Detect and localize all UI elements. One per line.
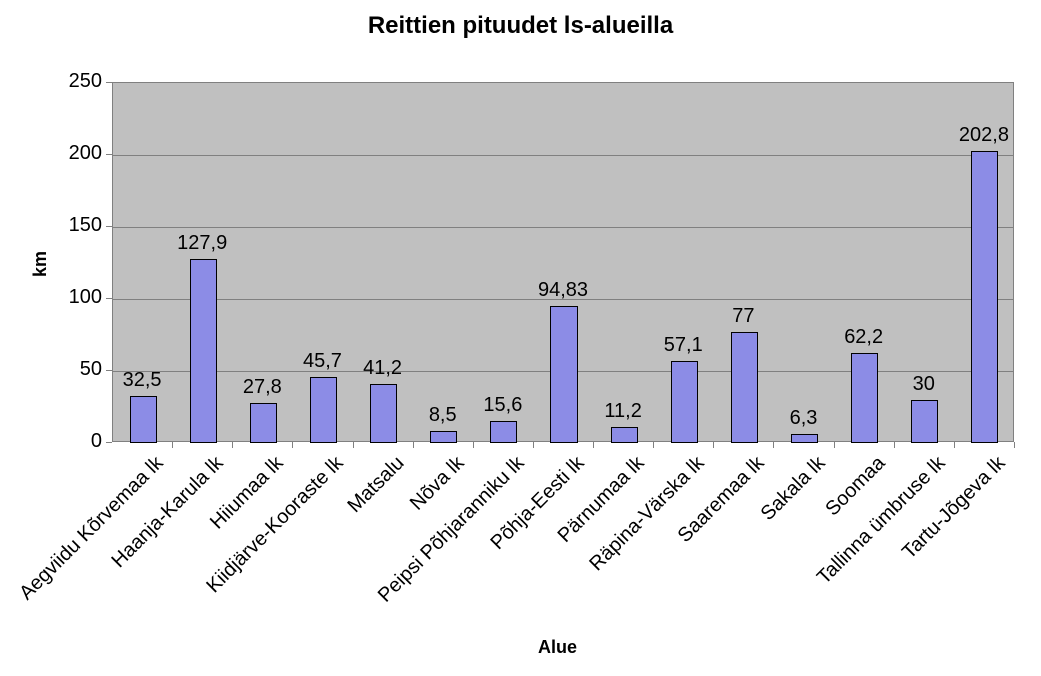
bar-value-label: 45,7 [288,350,356,373]
bar [671,361,698,443]
bar [971,151,998,443]
bar-value-label: 41,2 [349,357,417,380]
x-tick-mark [232,442,233,448]
y-tick-label: 50 [52,358,102,381]
bar-value-label: 57,1 [649,334,717,357]
y-axis-label: km [30,251,51,277]
bar [791,434,818,443]
bar-value-label: 30 [890,373,958,396]
y-tick-mark [106,82,112,83]
y-tick-mark [106,226,112,227]
x-tick-mark [593,442,594,448]
bar [731,332,758,443]
x-tick-mark [954,442,955,448]
bar-value-label: 27,8 [228,376,296,399]
bar [611,427,638,443]
x-tick-mark [653,442,654,448]
bar-value-label: 62,2 [830,326,898,349]
x-tick-mark [292,442,293,448]
y-tick-mark [106,298,112,299]
y-tick-label: 0 [52,430,102,453]
bar-value-label: 8,5 [409,404,477,427]
bar [250,403,277,443]
bar [550,306,577,443]
x-tick-mark [353,442,354,448]
bar-value-label: 94,83 [529,279,597,302]
y-tick-mark [106,154,112,155]
bar-value-label: 202,8 [950,124,1018,147]
x-tick-mark [713,442,714,448]
bar [851,353,878,443]
bar [430,431,457,443]
x-tick-mark [413,442,414,448]
x-tick-mark [1014,442,1015,448]
y-tick-mark [106,442,112,443]
x-tick-mark [172,442,173,448]
bar-value-label: 127,9 [168,232,236,255]
x-tick-mark [533,442,534,448]
bar-value-label: 6,3 [769,407,837,430]
bar [911,400,938,443]
bar-value-label: 77 [709,305,777,328]
bar-value-label: 32,5 [108,369,176,392]
bar [370,384,397,443]
bar [490,421,517,443]
y-tick-label: 100 [52,286,102,309]
bar [310,377,337,443]
y-tick-label: 150 [52,214,102,237]
x-tick-mark [773,442,774,448]
y-tick-label: 200 [52,142,102,165]
x-tick-mark [894,442,895,448]
bar-value-label: 11,2 [589,400,657,423]
y-tick-label: 250 [52,70,102,93]
chart-container: Reittien pituudet ls-alueilla km Alue 0 5… [0,12,1041,676]
x-tick-mark [473,442,474,448]
bar-value-label: 15,6 [469,394,537,417]
chart-title: Reittien pituudet ls-alueilla [0,12,1041,40]
bar [190,259,217,443]
x-tick-mark [834,442,835,448]
gridline [113,155,1013,156]
bar [130,396,157,443]
x-axis-label: Alue [538,637,577,658]
gridline [113,227,1013,228]
